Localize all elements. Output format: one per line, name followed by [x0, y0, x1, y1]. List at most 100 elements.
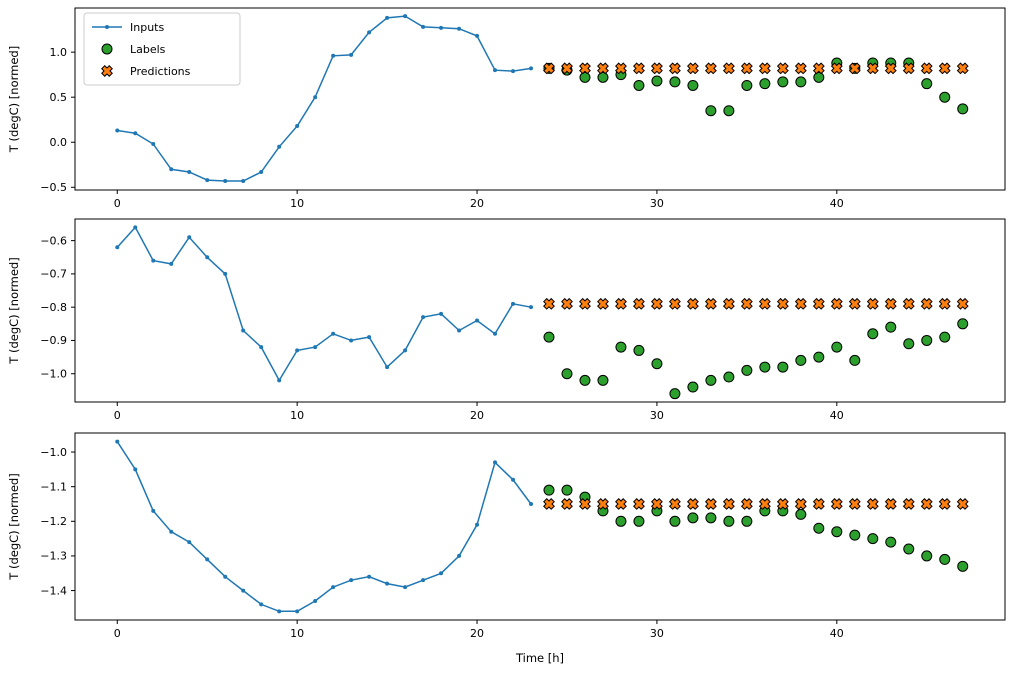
inputs-point	[493, 68, 498, 73]
inputs-point	[475, 33, 480, 38]
predictions-point	[938, 498, 951, 510]
y-tick-label: −1.0	[40, 368, 67, 381]
predictions-point	[794, 498, 807, 510]
inputs-point	[457, 328, 462, 333]
inputs-point	[331, 53, 336, 58]
labels-point	[957, 103, 969, 115]
inputs-point	[259, 602, 264, 607]
x-tick-label: 30	[650, 627, 664, 640]
labels-point	[849, 354, 861, 366]
labels-point	[957, 318, 969, 330]
predictions-point	[650, 62, 663, 75]
predictions-point	[956, 297, 969, 310]
legend: Inputs Labels Predictions	[83, 12, 241, 86]
inputs-point	[151, 142, 156, 147]
predictions-point	[632, 62, 645, 75]
legend-label-labels: Labels	[130, 43, 166, 56]
labels-point	[741, 79, 753, 91]
inputs-point	[187, 169, 192, 174]
inputs-point	[295, 609, 300, 614]
labels-point	[633, 79, 645, 91]
labels-point	[741, 515, 753, 527]
labels-point	[741, 364, 753, 376]
predictions-point	[848, 62, 861, 75]
inputs-point	[151, 508, 156, 513]
inputs-point	[169, 529, 174, 534]
predictions-point	[812, 62, 825, 75]
labels-point	[705, 105, 717, 117]
predictions-point	[615, 297, 627, 310]
inputs-point	[511, 301, 516, 306]
predictions-point	[740, 297, 753, 310]
inputs-point	[457, 26, 462, 31]
inputs-line	[116, 226, 532, 382]
predictions-point	[704, 62, 717, 75]
y-tick-label: −1.1	[40, 480, 67, 493]
labels-point	[651, 358, 663, 370]
labels-point	[921, 550, 933, 562]
predictions-point	[561, 62, 573, 75]
predictions-point	[597, 297, 609, 310]
inputs-point	[313, 345, 318, 350]
labels-point	[777, 361, 789, 373]
predictions-point	[650, 297, 663, 310]
subplot-2: 0 10 20 30 40 −0.6 −0.7 −0.8 −0.9 −1.0 T (degC) [n…	[7, 218, 1006, 422]
predictions-point	[740, 498, 753, 510]
inputs-point	[367, 574, 372, 579]
inputs-point	[169, 167, 174, 172]
labels-point	[633, 344, 645, 356]
labels-point	[687, 512, 699, 524]
predictions-point	[543, 297, 555, 310]
y-axis-label: T (degC) [normed]	[7, 46, 21, 153]
inputs-point	[421, 24, 426, 29]
inputs-point	[223, 574, 228, 579]
predictions-point	[866, 62, 879, 75]
labels-point	[543, 331, 555, 343]
inputs-point	[115, 439, 120, 444]
predictions-point	[830, 297, 843, 310]
predictions-point	[615, 62, 627, 75]
labels-point	[831, 341, 843, 353]
inputs-point	[295, 124, 300, 129]
predictions-point	[776, 498, 789, 510]
inputs-point	[205, 255, 210, 260]
labels-point	[939, 91, 951, 103]
predictions-point	[543, 62, 555, 75]
x-tick-label: 20	[470, 627, 484, 640]
inputs-line	[117, 15, 532, 182]
x-tick-label: 20	[470, 409, 484, 422]
legend-label-inputs: Inputs	[130, 21, 164, 34]
predictions-point	[884, 498, 897, 510]
inputs-point	[331, 331, 336, 336]
labels-point	[795, 354, 807, 366]
labels-point	[867, 328, 879, 340]
inputs-point	[439, 311, 444, 316]
predictions-point	[848, 498, 861, 510]
predictions-point	[579, 297, 591, 310]
predictions-point	[668, 498, 681, 510]
predictions-point	[758, 297, 771, 310]
inputs-point	[349, 578, 354, 583]
inputs-point	[529, 66, 534, 71]
inputs-point	[241, 178, 246, 183]
inputs-point	[349, 52, 354, 57]
inputs-point	[187, 235, 192, 240]
inputs-point	[529, 305, 534, 310]
inputs-point	[439, 25, 444, 30]
legend-box	[83, 12, 241, 86]
inputs-point	[133, 225, 138, 230]
predictions-point	[632, 297, 645, 310]
inputs-point	[385, 15, 390, 20]
predictions-point	[686, 498, 699, 510]
labels-point	[597, 71, 609, 83]
predictions-point	[866, 498, 879, 510]
predictions-point	[668, 62, 681, 75]
x-tick-label: 40	[830, 197, 844, 210]
labels-point	[597, 374, 609, 386]
y-axis-label: T (degC) [normed]	[7, 473, 21, 580]
predictions-point	[686, 297, 699, 310]
predictions-point	[920, 297, 933, 310]
inputs-point	[223, 271, 228, 276]
inputs-point	[511, 69, 516, 74]
